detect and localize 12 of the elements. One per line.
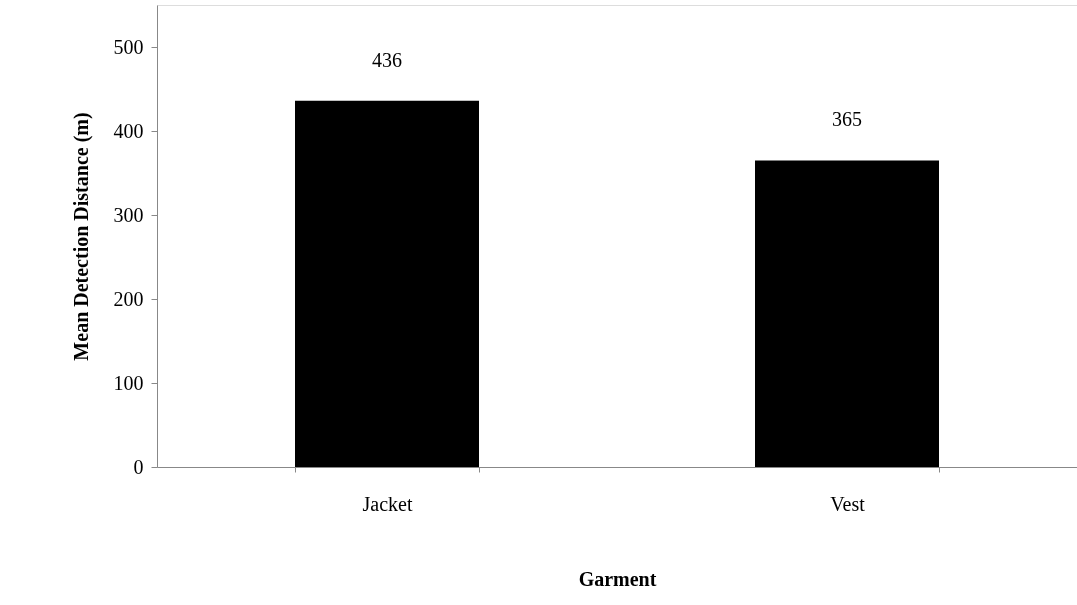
data-label: 436 bbox=[372, 48, 402, 71]
y-tick-label: 300 bbox=[113, 203, 144, 226]
y-tick-label: 400 bbox=[113, 119, 144, 142]
y-tick-label: 200 bbox=[113, 287, 144, 310]
x-tick-label: Vest bbox=[830, 492, 866, 515]
y-tick-label: 100 bbox=[113, 371, 144, 394]
x-tick-label: Jacket bbox=[362, 492, 413, 515]
y-tick-label: 500 bbox=[113, 35, 144, 58]
y-tick-label: 0 bbox=[133, 455, 144, 478]
x-axis-title: Garment bbox=[578, 567, 657, 590]
data-label: 365 bbox=[832, 108, 862, 131]
y-axis-title: Mean Detection Distance (m) bbox=[69, 112, 93, 361]
